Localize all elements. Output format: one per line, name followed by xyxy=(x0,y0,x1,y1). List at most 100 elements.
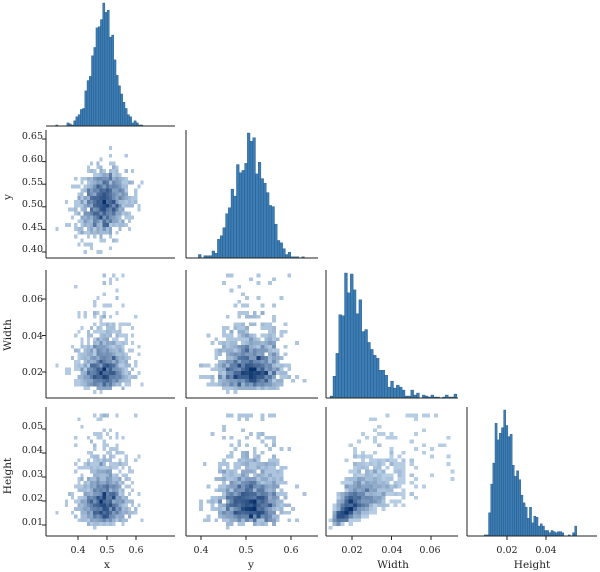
heatmap-cell xyxy=(93,413,97,418)
heatmap-cell xyxy=(121,176,125,181)
heatmap-cell xyxy=(210,382,215,387)
heatmap-cell xyxy=(90,477,94,481)
heatmap-cell xyxy=(83,215,87,220)
heatmap-cell xyxy=(74,227,78,231)
heatmap-cell xyxy=(271,477,276,481)
heatmap-cell xyxy=(131,326,135,330)
heatmap-cell xyxy=(80,337,84,342)
heatmap-cell xyxy=(108,348,113,353)
heatmap-cell xyxy=(121,473,125,478)
heatmap-cell xyxy=(268,363,272,368)
heatmap-cell xyxy=(127,499,132,504)
heatmap-cell xyxy=(248,514,253,519)
heatmap-cell xyxy=(93,341,97,345)
heatmap-cell xyxy=(401,492,406,496)
hist-bar-Width xyxy=(332,375,337,399)
heatmap-cell xyxy=(222,510,226,515)
heatmap-cell xyxy=(108,484,113,489)
heatmap-cell xyxy=(373,458,378,463)
heatmap-cell xyxy=(229,518,234,523)
heatmap-cell xyxy=(268,507,272,511)
hist-bar-Width xyxy=(399,386,403,399)
heatmap-cell xyxy=(112,337,116,342)
heatmap-cell xyxy=(115,352,119,357)
heatmap-cell xyxy=(336,518,341,523)
heatmap-cell xyxy=(268,514,272,519)
heatmap-cell xyxy=(86,219,91,224)
heatmap-cell xyxy=(222,477,226,481)
heatmap-cell xyxy=(112,329,116,334)
heatmap-cell xyxy=(93,375,97,379)
heatmap-cell xyxy=(381,473,386,478)
heatmap-cell xyxy=(112,203,116,208)
heatmap-cell xyxy=(80,507,84,511)
heatmap-cell xyxy=(96,432,100,436)
heatmap-cell xyxy=(102,492,106,496)
heatmap-cell xyxy=(360,488,366,493)
heatmap-cell xyxy=(245,503,249,508)
heatmap-cell xyxy=(248,413,253,418)
heatmap-cell xyxy=(356,518,361,523)
heatmap-cell xyxy=(233,378,238,383)
heatmap-cell xyxy=(102,176,106,181)
heatmap-cell xyxy=(283,375,288,379)
heatmap-cell xyxy=(241,344,246,349)
heatmap-cell xyxy=(260,333,265,338)
heatmap-cell xyxy=(373,417,378,422)
hist-bar-x xyxy=(111,34,115,127)
heatmap-cell xyxy=(105,203,109,208)
heatmap-cell xyxy=(112,382,116,387)
heatmap-cell xyxy=(360,473,366,478)
heatmap-cell xyxy=(134,413,138,418)
heatmap-cell xyxy=(112,326,116,330)
heatmap-cell xyxy=(80,477,84,481)
heatmap-cell xyxy=(105,450,109,455)
heatmap-cell xyxy=(393,499,398,504)
heatmap-cell xyxy=(93,176,97,181)
heatmap-cell xyxy=(74,176,78,181)
heatmap-cell xyxy=(105,432,109,436)
heatmap-cell xyxy=(99,386,103,391)
heatmap-cell xyxy=(222,458,226,463)
heatmap-cell xyxy=(352,469,357,474)
heatmap-cell xyxy=(229,371,234,376)
heatmap-cell xyxy=(373,480,378,485)
heatmap-cell xyxy=(115,230,119,235)
heatmap-cell xyxy=(264,473,269,478)
heatmap-cell xyxy=(137,184,141,189)
heatmap-cell xyxy=(102,341,106,345)
heatmap-cell xyxy=(287,367,292,372)
heatmap-cell xyxy=(83,386,87,391)
heatmap-cell xyxy=(264,480,269,485)
heatmap-cell xyxy=(356,484,361,489)
heatmap-Width-vs-y xyxy=(199,273,307,394)
hist-bar-Height xyxy=(499,433,502,537)
heatmap-cell xyxy=(271,318,276,323)
heatmap-cell xyxy=(83,510,87,515)
heatmap-cell xyxy=(252,488,257,493)
heatmap-cell xyxy=(279,473,284,478)
heatmap-cell xyxy=(93,314,97,319)
heatmap-cell xyxy=(229,378,234,383)
heatmap-cell xyxy=(121,507,125,511)
heatmap-cell xyxy=(397,480,402,485)
heatmap-cell xyxy=(268,495,272,500)
heatmap-cell xyxy=(264,503,269,508)
heatmap-cell xyxy=(248,484,253,489)
heatmap-cell xyxy=(86,371,91,376)
heatmap-cell xyxy=(121,480,125,485)
heatmap-cell xyxy=(105,188,109,193)
heatmap-cell xyxy=(93,465,97,470)
heatmap-cell xyxy=(245,450,249,455)
heatmap-cell xyxy=(112,192,116,197)
heatmap-cell xyxy=(86,329,91,334)
heatmap-cell xyxy=(237,465,242,470)
heatmap-cell xyxy=(90,495,94,500)
heatmap-cell xyxy=(214,348,219,353)
heatmap-cell xyxy=(99,196,103,201)
hist-bar-Width xyxy=(396,384,400,399)
heatmap-cell xyxy=(121,522,125,526)
heatmap-cell xyxy=(105,352,109,357)
heatmap-cell xyxy=(83,363,87,368)
heatmap-cell xyxy=(430,473,435,478)
